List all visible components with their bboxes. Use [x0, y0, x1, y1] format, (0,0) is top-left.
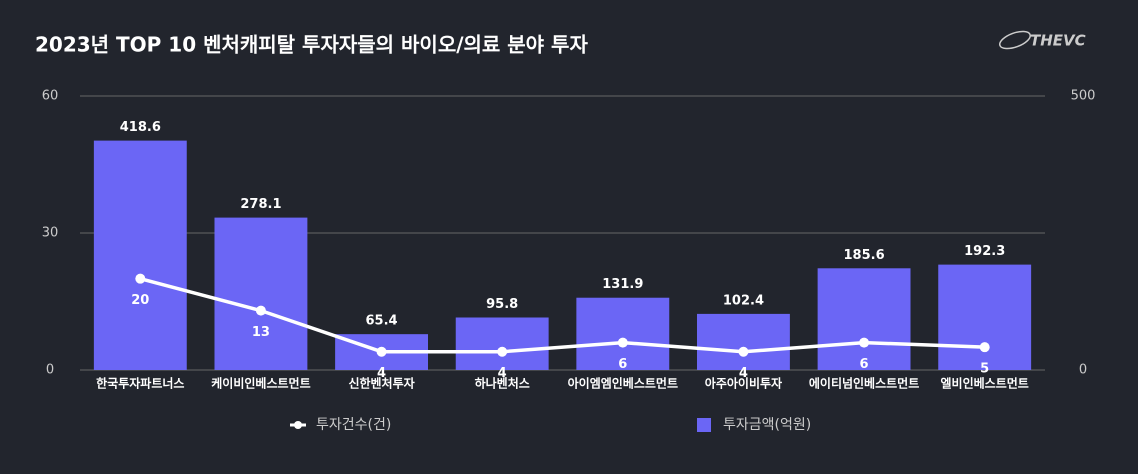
point-value-label: 20 [131, 293, 149, 308]
line-point [979, 342, 990, 353]
line-point [738, 346, 749, 357]
point-value-label: 4 [739, 366, 748, 381]
y2-tick-label: 500 [1071, 89, 1096, 104]
point-value-label: 13 [252, 325, 270, 340]
y2-tick-label: 0 [1079, 363, 1087, 378]
point-value-label: 6 [860, 357, 869, 372]
chart-title: 2023년 TOP 10 벤처캐피탈 투자자들의 바이오/의료 분야 투자 [35, 33, 588, 57]
y-tick-label: 60 [42, 89, 59, 104]
line-point [497, 346, 508, 357]
x-tick-label: 신한벤처투자 [348, 376, 414, 391]
bar-value-label: 131.9 [602, 277, 643, 292]
legend-label: 투자건수(건) [316, 417, 391, 433]
point-value-label: 5 [980, 362, 989, 377]
bar [214, 217, 308, 370]
logo-icon [999, 30, 1031, 50]
legend-swatch [697, 418, 711, 432]
line-point [859, 337, 870, 348]
x-tick-label: 케이비인베스트먼트 [211, 376, 310, 391]
bar-value-label: 95.8 [486, 297, 518, 312]
bar-value-label: 185.6 [844, 248, 885, 263]
bar [696, 313, 790, 370]
x-tick-label: 에이티넘인베스트먼트 [809, 376, 919, 391]
line-point [135, 273, 146, 284]
legend-label: 투자금액(억원) [723, 417, 811, 433]
x-tick-label: 하나벤처스 [475, 376, 530, 391]
line-point [617, 337, 628, 348]
line-point [376, 346, 387, 357]
bar-value-label: 278.1 [240, 197, 281, 212]
y-tick-label: 0 [46, 363, 54, 378]
line [139, 276, 985, 354]
line-point [255, 305, 266, 316]
logo: THEVC [999, 30, 1086, 50]
x-tick-label: 한국투자파트너스 [96, 376, 184, 391]
bar [576, 297, 670, 370]
logo-text: THEVC [1030, 32, 1086, 50]
bar-value-label: 418.6 [120, 120, 161, 135]
x-tick-label: 아주아이비투자 [705, 376, 782, 391]
bar [455, 317, 549, 370]
y-tick-label: 30 [42, 226, 59, 241]
bar-value-label: 65.4 [366, 314, 398, 329]
point-value-label: 4 [498, 366, 507, 381]
point-value-label: 6 [618, 357, 627, 372]
legend-marker [294, 421, 302, 429]
x-tick-label: 엘비인베스트먼트 [941, 376, 1029, 391]
bar [817, 268, 911, 370]
bar [93, 140, 187, 370]
x-tick-label: 아이엠엠인베스트먼트 [568, 376, 678, 391]
bar-value-label: 102.4 [723, 293, 764, 308]
point-value-label: 4 [377, 366, 386, 381]
bar-value-label: 192.3 [964, 244, 1005, 259]
bar [938, 264, 1032, 370]
